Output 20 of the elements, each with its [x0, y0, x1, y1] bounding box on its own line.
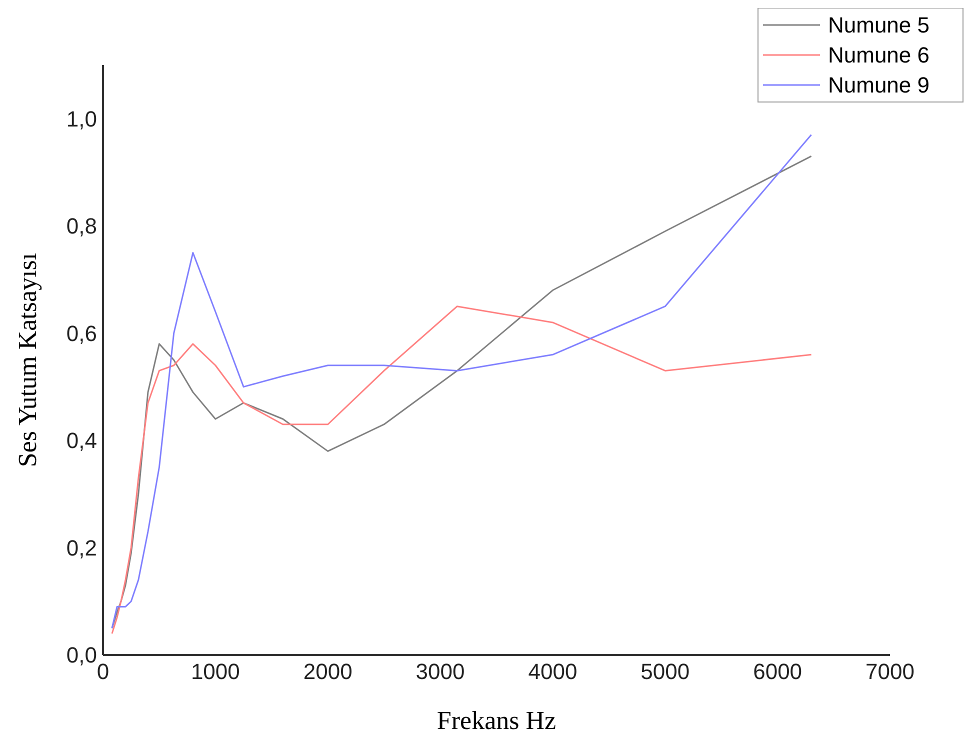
- line-series: [111, 306, 812, 634]
- x-axis-title: Frekans Hz: [436, 706, 556, 735]
- y-tick-label: 0,8: [66, 214, 97, 239]
- x-tick-label: 0: [96, 659, 110, 684]
- x-tick-label: 4000: [528, 659, 578, 684]
- x-tick-label: 3000: [416, 659, 465, 684]
- x-tick-label: 2000: [303, 659, 352, 684]
- y-axis-title: Ses Yutum Katsayısı: [13, 252, 42, 468]
- y-tick-label: 0,6: [66, 320, 97, 346]
- y-tick-label: 1,0: [66, 106, 97, 132]
- x-tick-label: 5000: [640, 659, 690, 684]
- x-tick-label: 7000: [866, 659, 914, 684]
- x-tick-label: 6000: [753, 659, 802, 684]
- legend-label: Numune 6: [828, 42, 930, 68]
- x-tick-label: 1000: [190, 659, 240, 684]
- y-tick-label: 0,0: [66, 642, 97, 668]
- y-tick-label: 0,2: [66, 535, 97, 560]
- legend-label: Numune 5: [828, 12, 930, 38]
- y-tick-label: 0,4: [66, 428, 97, 454]
- legend-label: Numune 9: [828, 72, 930, 98]
